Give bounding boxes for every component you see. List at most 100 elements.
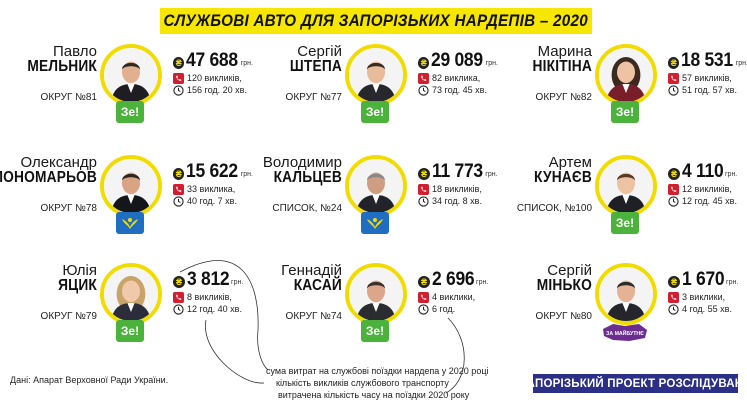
deputy-last-name: КУНАЄВ	[534, 169, 592, 186]
expense-amount: 18 531	[681, 50, 734, 71]
trip-count: 57 викликів,	[682, 73, 732, 83]
deputy-district: ОКРУГ №81	[40, 92, 97, 103]
hryvnia-icon: ₴	[173, 276, 185, 288]
travel-time: 40 год. 7 хв.	[187, 196, 237, 206]
deputy-first-name: Володимир	[262, 154, 342, 171]
deputy-photo	[345, 44, 407, 106]
deputy-name: Володимир КАЛЬЦЕВ	[192, 155, 342, 186]
hryvnia-icon: ₴	[173, 57, 185, 69]
currency-label: грн.	[240, 60, 253, 67]
travel-time: 12 год. 45 хв.	[682, 196, 737, 206]
deputy-name: Юлія ЯЦИК	[0, 263, 97, 294]
deputy-name: Сергій МІНЬКО	[442, 263, 592, 294]
time-row: 4 год. 55 хв.	[668, 303, 747, 315]
travel-time: 156 год. 20 хв.	[187, 85, 247, 95]
trip-count: 33 виклика,	[187, 184, 236, 194]
trip-count: 3 виклики,	[682, 292, 726, 302]
deputy-district: ОКРУГ №79	[40, 311, 97, 322]
clock-icon	[668, 84, 679, 96]
deputy-first-name: Сергій	[547, 262, 592, 279]
deputy-first-name: Сергій	[297, 43, 342, 60]
trips-row: 4 виклики,	[418, 291, 498, 303]
money-row: ₴ 2 696 грн.	[418, 269, 498, 291]
legend-trips: кількість викликів службового транспорту	[276, 378, 449, 388]
deputy-card: Олександр ПОНОМАРЬОВ ОКРУГ №78 ₴ 15 622 …	[0, 154, 253, 267]
clock-icon	[668, 303, 679, 315]
travel-time: 51 год. 57 хв.	[682, 85, 737, 95]
phone-icon	[418, 183, 429, 195]
phone-icon	[173, 183, 184, 195]
deputy-card: Марина НІКІТІНА ОКРУГ №82 Зе! ₴ 18 531 г…	[495, 44, 747, 156]
expense-amount: 1 670	[682, 269, 725, 290]
deputy-photo	[595, 44, 657, 106]
party-badge-ze: Зе!	[116, 101, 144, 123]
trips-row: 82 виклика,	[418, 72, 498, 84]
money-row: ₴ 15 622 грн.	[173, 161, 253, 183]
party-label: Зе!	[615, 105, 635, 119]
party-label: Зе!	[120, 324, 140, 338]
hryvnia-icon: ₴	[668, 168, 680, 180]
deputy-first-name: Павло	[52, 43, 97, 60]
travel-time: 4 год. 55 хв.	[682, 304, 732, 314]
time-row: 156 год. 20 хв.	[173, 84, 253, 96]
deputy-stats: ₴ 47 688 грн. 120 викликів, 156 год. 20 …	[173, 50, 253, 96]
deputy-stats: ₴ 4 110 грн. 12 викликів, 12 год. 45 хв.	[668, 161, 747, 207]
hryvnia-icon: ₴	[173, 168, 185, 180]
currency-label: грн.	[726, 279, 739, 286]
currency-label: грн.	[725, 171, 738, 178]
page-title: СЛУЖБОВІ АВТО ДЛЯ ЗАПОРІЗЬКИХ НАРДЕПІВ –…	[163, 11, 589, 30]
trips-row: 18 викликів,	[418, 183, 498, 195]
deputy-card: Артем КУНАЄВ СПИСОК, №100 Зе! ₴ 4 110 гр…	[495, 155, 744, 267]
deputy-district: ОКРУГ №82	[535, 92, 592, 103]
deputy-name: Павло МЕЛЬНИК	[0, 44, 97, 75]
party-label: Зе!	[365, 324, 385, 338]
deputy-name: Сергій ШТЕПА	[192, 44, 342, 75]
phone-icon	[418, 291, 429, 303]
hryvnia-icon: ₴	[668, 57, 680, 69]
time-row: 73 год. 45 хв.	[418, 84, 498, 96]
time-row: 12 год. 45 хв.	[668, 195, 747, 207]
legend-time: витрачена кількість часу на поїздки 2020…	[278, 390, 470, 400]
trips-row: 33 виклика,	[173, 183, 253, 195]
trip-count: 18 викликів,	[432, 184, 482, 194]
deputy-last-name: ШТЕПА	[289, 58, 342, 75]
travel-time: 73 год. 45 хв.	[432, 85, 487, 95]
hryvnia-icon: ₴	[418, 168, 430, 180]
expense-amount: 4 110	[682, 161, 724, 182]
currency-label: грн.	[485, 60, 498, 67]
party-label-zn: ЗА МАЙБУТНЄ	[606, 329, 644, 337]
travel-time: 12 год. 40 хв.	[187, 304, 242, 314]
party-badge-zn: ЗА МАЙБУТНЄ	[599, 321, 651, 343]
deputy-photo	[345, 263, 407, 325]
money-row: ₴ 4 110 грн.	[668, 161, 747, 183]
deputy-first-name: Марина	[537, 43, 592, 60]
trips-row: 12 викликів,	[668, 183, 747, 195]
deputy-last-name: ЯЦИК	[58, 277, 97, 294]
hryvnia-icon: ₴	[418, 276, 430, 288]
currency-label: грн.	[735, 60, 747, 67]
time-row: 51 год. 57 хв.	[668, 84, 747, 96]
currency-label: грн.	[485, 171, 498, 178]
party-label: Зе!	[615, 216, 635, 230]
trips-row: 3 виклики,	[668, 291, 747, 303]
deputy-first-name: Олександр	[20, 154, 97, 171]
deputy-card: Юлія ЯЦИК ОКРУГ №79 Зе! ₴ 3 812 грн. 8 в…	[0, 263, 249, 375]
money-row: ₴ 1 670 грн.	[668, 269, 747, 291]
party-badge-batk	[361, 212, 389, 234]
deputy-card: Сергій ШТЕПА ОКРУГ №77 Зе! ₴ 29 089 грн.…	[245, 44, 498, 156]
deputy-photo	[100, 44, 162, 106]
phone-icon	[668, 72, 679, 84]
money-row: ₴ 18 531 грн.	[668, 50, 747, 72]
deputy-last-name: ПОНОМАРЬОВ	[0, 169, 97, 186]
deputy-last-name: КАСАЙ	[293, 277, 342, 294]
title-banner: СЛУЖБОВІ АВТО ДЛЯ ЗАПОРІЗЬКИХ НАРДЕПІВ –…	[160, 8, 592, 34]
travel-time: 6 год.	[432, 304, 456, 314]
time-row: 6 год.	[418, 303, 498, 315]
party-badge-ze: Зе!	[361, 101, 389, 123]
deputy-district: ОКРУГ №80	[535, 311, 592, 322]
deputy-stats: ₴ 15 622 грн. 33 виклика, 40 год. 7 хв.	[173, 161, 253, 207]
deputy-district: СПИСОК, №100	[516, 203, 592, 214]
party-label: Зе!	[365, 105, 385, 119]
clock-icon	[173, 84, 184, 96]
phone-icon	[173, 291, 184, 303]
